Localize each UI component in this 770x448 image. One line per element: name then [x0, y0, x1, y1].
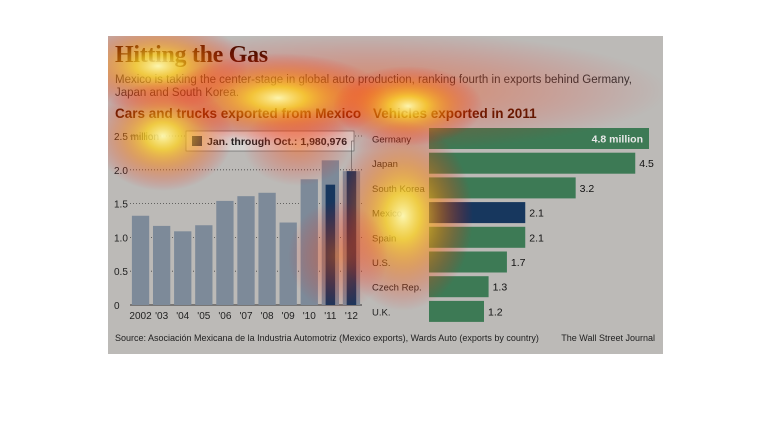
- category-label: U.S.: [372, 258, 390, 269]
- bar: [174, 231, 192, 305]
- bar: [429, 152, 636, 174]
- chart-title: Hitting the Gas: [115, 42, 268, 68]
- bar: [429, 177, 576, 199]
- source-note: Source: Asociación Mexicana de la Indust…: [115, 333, 539, 343]
- x-tick-label: '04: [176, 311, 189, 322]
- publisher-credit: The Wall Street Journal: [561, 333, 655, 343]
- left-panel-title: Cars and trucks exported from Mexico: [115, 106, 362, 121]
- chart-subtitle: Mexico is taking the center-stage in glo…: [115, 74, 632, 99]
- x-tick-label: '09: [282, 311, 295, 322]
- x-tick-label: '12: [345, 311, 358, 322]
- x-tick-label: '10: [303, 311, 316, 322]
- chart-card: Hitting the Gas Mexico is taking the cen…: [108, 36, 663, 354]
- bar: [237, 196, 255, 305]
- bar: [258, 192, 276, 305]
- x-tick-label: '03: [155, 311, 168, 322]
- value-label: 1.2: [488, 306, 503, 318]
- category-label: Japan: [372, 159, 398, 170]
- country-exports-chart: Germany 4.8 million Japan 4.5 South Korea 3.2…: [372, 128, 654, 322]
- value-label: 4.8 million: [592, 134, 643, 146]
- value-label: 2.1: [529, 208, 544, 220]
- bar: [429, 300, 484, 322]
- y-tick-label: 1.5: [114, 200, 128, 211]
- category-label: Czech Rep.: [372, 283, 422, 294]
- x-tick-label: '07: [239, 311, 252, 322]
- annotation-text: Jan. through Oct.: 1,980,976: [207, 136, 347, 148]
- bar: [429, 251, 507, 273]
- bar: [131, 215, 150, 305]
- category-label: U.K.: [372, 307, 390, 318]
- annotation-swatch: [192, 136, 202, 146]
- x-tick-label: '08: [261, 311, 274, 322]
- y-tick-label: 0.5: [114, 267, 128, 278]
- value-label: 4.5: [639, 158, 654, 170]
- right-panel-title: Vehicles exported in 2011: [373, 106, 537, 121]
- value-label: 1.7: [511, 257, 526, 269]
- bar: [429, 202, 526, 224]
- bar: [279, 222, 297, 305]
- bar: [429, 276, 489, 298]
- y-tick-label: 1.0: [114, 233, 128, 244]
- value-label: 3.2: [580, 183, 595, 195]
- value-label: 1.3: [493, 282, 508, 294]
- category-label: Germany: [372, 135, 411, 146]
- bar: [195, 225, 213, 305]
- y-tick-label: 2.0: [114, 166, 128, 177]
- category-label: Mexico: [372, 209, 402, 220]
- value-label: 2.1: [529, 232, 544, 244]
- x-tick-label: '06: [218, 311, 231, 322]
- category-label: Spain: [372, 233, 396, 244]
- y-tick-label: 0: [114, 301, 120, 312]
- category-label: South Korea: [372, 184, 426, 195]
- x-tick-label: 2002: [129, 311, 152, 322]
- bar-partial-year: [325, 184, 336, 305]
- bar: [216, 200, 234, 305]
- y-tick-label: 2.5 million: [114, 132, 159, 143]
- x-tick-label: '11: [324, 311, 337, 322]
- mexico-exports-chart: 0 0.5 1.0 1.5 2.0 2.5 million 2002'03 '04 '05 '06…: [114, 130, 362, 322]
- x-tick-label: '05: [197, 311, 210, 322]
- bar: [152, 225, 171, 305]
- bar: [300, 179, 318, 305]
- bar-partial-year: [346, 171, 357, 305]
- bar: [429, 226, 526, 248]
